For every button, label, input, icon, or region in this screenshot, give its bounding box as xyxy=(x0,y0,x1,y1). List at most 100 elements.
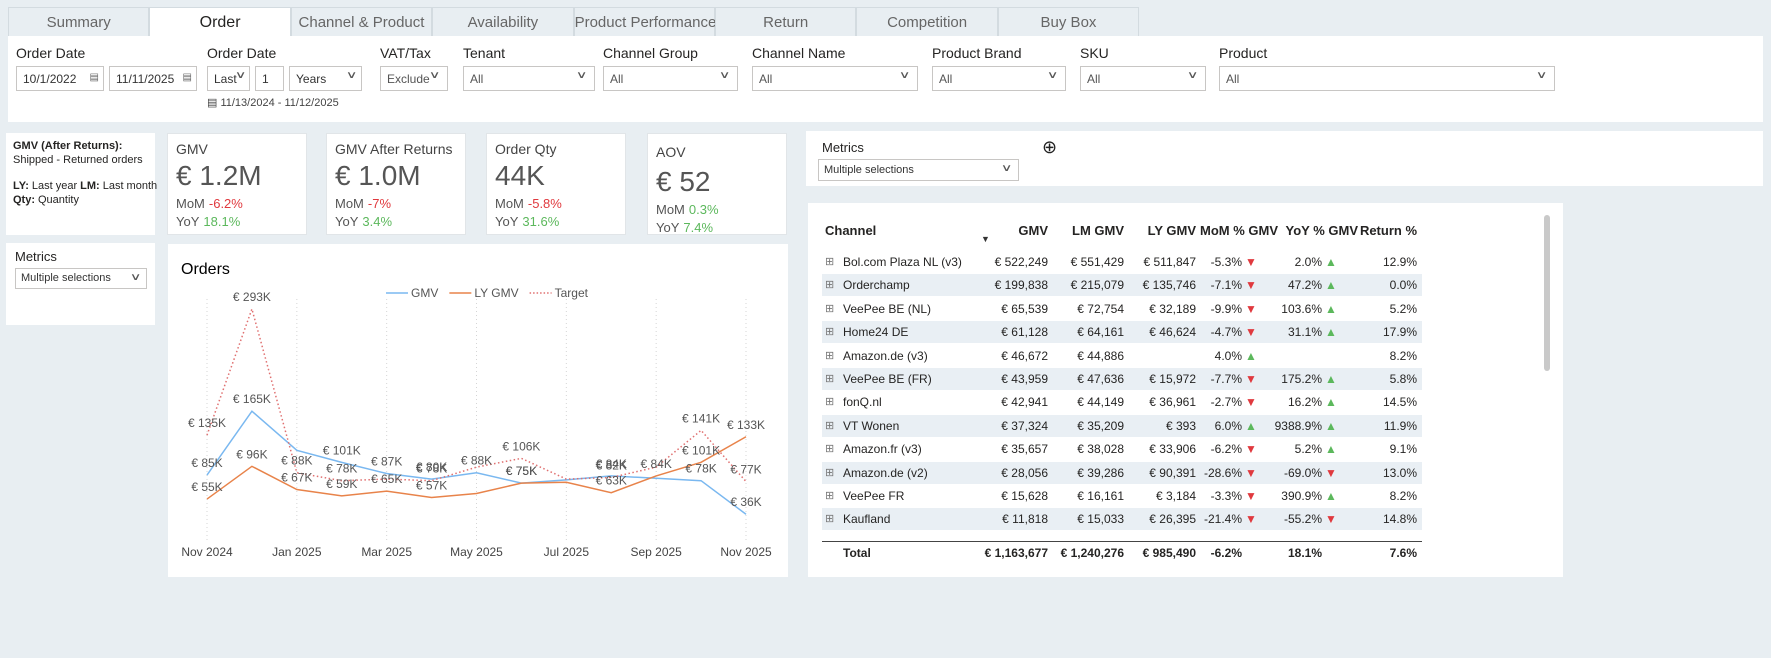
total-cell: € 1,240,276 xyxy=(1060,546,1124,560)
dropdown-value: All xyxy=(470,72,484,86)
column-header[interactable]: LY GMV xyxy=(1147,223,1196,238)
x-tick-label: Nov 2025 xyxy=(720,545,772,559)
column-header[interactable]: MoM % GMV xyxy=(1200,223,1278,238)
table-row: ⊞ VeePee FR € 15,628 € 16,161 € 3,184 -3.3% ▼ 3… xyxy=(822,485,1422,507)
table-cell: € 135,746 xyxy=(1142,278,1196,293)
tab[interactable]: Return xyxy=(715,7,857,37)
column-header[interactable]: YoY % GMV xyxy=(1285,223,1358,238)
column-header[interactable]: Channel xyxy=(825,223,877,238)
expand-icon[interactable]: ⊞ xyxy=(825,396,835,409)
dropdown[interactable]: All ∨ xyxy=(603,66,738,91)
table-cell: 5.2% xyxy=(1389,301,1417,316)
tab[interactable]: Channel & Product xyxy=(290,7,433,37)
column-header[interactable]: Return % xyxy=(1359,223,1417,238)
expand-icon[interactable]: ⊞ xyxy=(825,443,835,456)
table-cell: € 46,624 xyxy=(1149,325,1196,340)
channel-name[interactable]: fonQ.nl xyxy=(843,395,882,410)
data-label: € 133K xyxy=(727,418,765,432)
channel-name[interactable]: Amazon.fr (v3) xyxy=(843,442,922,457)
row-cells: ⊞ Bol.com Plaza NL (v3) € 522,249 € 551,429… xyxy=(822,255,1422,271)
relative-mode[interactable]: Last ∨ xyxy=(207,66,250,91)
expand-icon[interactable]: ⊞ xyxy=(825,513,835,526)
slicer-value: Multiple selections xyxy=(21,272,111,284)
table-cell: € 551,429 xyxy=(1070,255,1124,269)
tab[interactable]: Order xyxy=(149,7,291,37)
dropdown-value: All xyxy=(1087,72,1101,86)
channel-name[interactable]: Orderchamp xyxy=(843,278,910,293)
slicer-dropdown[interactable]: Multiple selections ∨ xyxy=(15,268,147,289)
dropdown[interactable]: All ∨ xyxy=(463,66,595,91)
table-cell: 8.2% xyxy=(1389,348,1417,363)
expand-icon[interactable]: ⊞ xyxy=(825,326,835,339)
slicer-value: Multiple selections xyxy=(824,164,914,176)
tab[interactable]: Product Performance xyxy=(573,7,716,37)
tab[interactable]: Competition xyxy=(856,7,998,37)
scrollbar xyxy=(1544,215,1550,371)
expand-icon[interactable]: ⊞ xyxy=(825,349,835,362)
tab[interactable]: Buy Box xyxy=(997,7,1140,37)
tab[interactable]: Summary xyxy=(8,7,150,37)
expand-icon[interactable]: ⊞ xyxy=(825,302,835,315)
table-cell: € 72,754 xyxy=(1077,301,1124,316)
data-label: € 77K xyxy=(730,463,761,477)
column-header[interactable]: GMV xyxy=(1018,223,1048,238)
date-input[interactable]: 10/1/2022 ▤ xyxy=(16,66,104,91)
down-arrow-icon: ▼ xyxy=(1245,372,1257,386)
slicer-label: Metrics xyxy=(15,249,57,264)
dropdown-value: All xyxy=(610,72,624,86)
expand-icon[interactable]: ⊞ xyxy=(825,490,835,502)
down-arrow-icon: ▼ xyxy=(1245,325,1257,340)
table-cell: 31.1% xyxy=(1287,325,1322,340)
table-cell: € 15,972 xyxy=(1149,372,1196,386)
down-arrow-icon: ▼ xyxy=(1245,442,1257,457)
filter-label: Product xyxy=(1219,45,1268,61)
channel-name[interactable]: Amazon.de (v2) xyxy=(843,465,928,480)
table-cell: 11.9% xyxy=(1383,418,1417,433)
zoom-icon[interactable]: ⊕ xyxy=(1042,137,1058,157)
channel-name[interactable]: VeePee FR xyxy=(843,489,905,503)
up-arrow-icon: ▲ xyxy=(1325,372,1337,386)
data-label: € 82K xyxy=(596,459,627,473)
table-cell: -4.7% xyxy=(1210,325,1242,340)
data-label: € 96K xyxy=(236,447,267,461)
x-tick-label: Mar 2025 xyxy=(361,545,412,559)
table-row: ⊞ Bol.com Plaza NL (v3) € 522,249 € 551,429… xyxy=(822,251,1422,273)
relative-unit[interactable]: Years ∨ xyxy=(289,66,362,91)
delta-value: 31.6% xyxy=(522,214,560,229)
dropdown[interactable]: Exclude ∨ xyxy=(380,66,448,91)
expand-icon[interactable]: ⊞ xyxy=(825,279,835,292)
expand-icon[interactable]: ⊞ xyxy=(825,466,835,479)
channel-name[interactable]: Bol.com Plaza NL (v3) xyxy=(843,255,962,269)
channel-name[interactable]: VeePee BE (FR) xyxy=(843,372,932,386)
delta-label: YoY xyxy=(656,220,680,235)
channel-name[interactable]: Home24 DE xyxy=(843,325,909,340)
expand-icon[interactable]: ⊞ xyxy=(825,419,835,432)
channel-name[interactable]: VeePee BE (NL) xyxy=(843,301,932,316)
table-cell: -21.4% xyxy=(1203,512,1242,527)
total-cell: 7.6% xyxy=(1389,546,1417,560)
expand-icon[interactable]: ⊞ xyxy=(825,373,835,385)
dropdown[interactable]: All ∨ xyxy=(932,66,1066,91)
dropdown[interactable]: All ∨ xyxy=(1219,66,1555,91)
total-cell: -6.2% xyxy=(1210,546,1242,560)
down-arrow-icon: ▼ xyxy=(1245,395,1257,410)
relative-count[interactable]: 1 xyxy=(255,66,284,91)
expand-icon[interactable]: ⊞ xyxy=(825,256,835,268)
chevron-icon: ∨ xyxy=(575,70,588,81)
table-cell: € 90,391 xyxy=(1149,465,1196,480)
slicer-dropdown[interactable]: Multiple selections ∨ xyxy=(818,159,1019,181)
tab[interactable]: Availability xyxy=(432,7,574,37)
data-label: € 165K xyxy=(233,392,271,406)
channel-name[interactable]: Amazon.de (v3) xyxy=(843,348,928,363)
kpi-card: GMV After Returns € 1.0M MoM -7% YoY 3.4% xyxy=(326,133,466,235)
series-line xyxy=(206,410,747,515)
column-header[interactable]: LM GMV xyxy=(1072,223,1124,238)
date-input[interactable]: 11/11/2025 ▤ xyxy=(109,66,197,91)
table-cell: 175.2% xyxy=(1281,372,1322,386)
channel-name[interactable]: VT Wonen xyxy=(843,418,900,433)
sort-icon: ▼ xyxy=(981,234,990,244)
channel-name[interactable]: Kaufland xyxy=(843,512,891,527)
dropdown[interactable]: All ∨ xyxy=(752,66,918,91)
dropdown[interactable]: All ∨ xyxy=(1080,66,1206,91)
